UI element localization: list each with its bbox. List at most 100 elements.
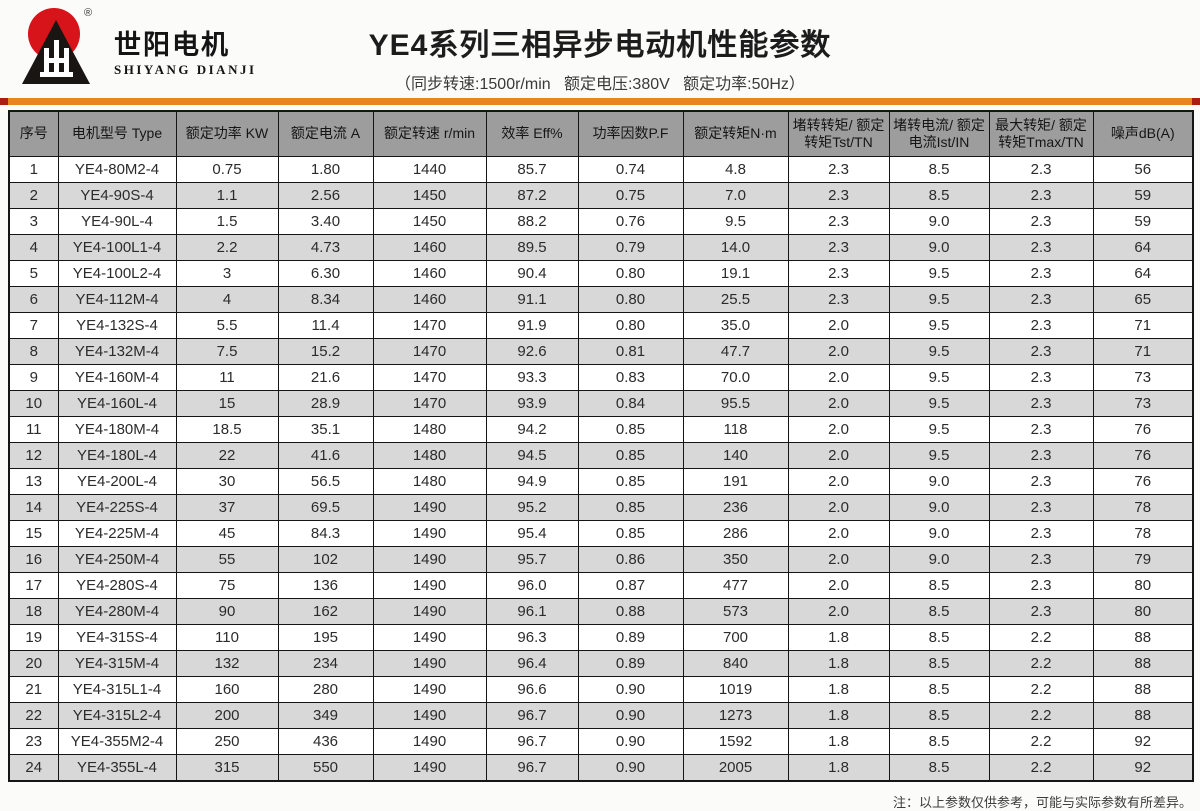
- table-cell: 2.0: [787, 364, 890, 391]
- table-cell: 22: [8, 702, 59, 729]
- table-cell: 477: [682, 572, 789, 599]
- table-cell: 6: [8, 286, 59, 313]
- table-cell: 3: [8, 208, 59, 235]
- table-cell: YE4-355M2-4: [57, 728, 177, 755]
- table-cell: 1490: [372, 650, 487, 677]
- table-cell: 2.3: [988, 260, 1094, 287]
- table-cell: 8: [8, 338, 59, 365]
- table-cell: 0.80: [577, 260, 684, 287]
- table-cell: 9.0: [888, 234, 990, 261]
- table-cell: YE4-160M-4: [57, 364, 177, 391]
- table-cell: 1.5: [175, 208, 279, 235]
- table-cell: YE4-315S-4: [57, 624, 177, 651]
- table-cell: 17: [8, 572, 59, 599]
- table-cell: 110: [175, 624, 279, 651]
- table-cell: 96.7: [485, 702, 579, 729]
- table-cell: 2.3: [988, 416, 1094, 443]
- column-header: 额定功率 KW: [175, 110, 279, 157]
- table-cell: 35.1: [277, 416, 374, 443]
- table-cell: 88: [1092, 702, 1194, 729]
- table-row: 9 YE4-160M-4 11 21.6 1470 93.3 0.83 70.0 2.0 9.5 2…: [8, 364, 1194, 391]
- table-body: 1 YE4-80M2-4 0.75 1.80 1440 85.7 0.74 4.8 2.3 8.5…: [8, 156, 1194, 782]
- table-cell: 76: [1092, 442, 1194, 469]
- table-cell: 4.73: [277, 234, 374, 261]
- table-cell: 1470: [372, 312, 487, 339]
- table-cell: 9.0: [888, 546, 990, 573]
- table-row: 8 YE4-132M-4 7.5 15.2 1470 92.6 0.81 47.7 2.0 9.5…: [8, 338, 1194, 365]
- table-cell: 88.2: [485, 208, 579, 235]
- table-cell: 64: [1092, 234, 1194, 261]
- table-cell: 76: [1092, 468, 1194, 495]
- table-cell: 2.3: [988, 364, 1094, 391]
- table-cell: 8.5: [888, 702, 990, 729]
- table-header: 序号 电机型号 Type 额定功率 KW 额定电流 A 额定转速 r/min 效率 Eff…: [8, 110, 1194, 157]
- table-cell: 9.0: [888, 468, 990, 495]
- table-cell: 8.5: [888, 182, 990, 209]
- table-cell: 2.3: [988, 182, 1094, 209]
- table-cell: 19.1: [682, 260, 789, 287]
- table-cell: 315: [175, 754, 279, 782]
- table-cell: 94.9: [485, 468, 579, 495]
- table-cell: 1480: [372, 442, 487, 469]
- table-cell: 25.5: [682, 286, 789, 313]
- table-cell: 2.2: [988, 754, 1094, 782]
- table-cell: 550: [277, 754, 374, 782]
- table-cell: 1450: [372, 182, 487, 209]
- table-cell: 73: [1092, 364, 1194, 391]
- table-cell: 65: [1092, 286, 1194, 313]
- table-cell: 94.5: [485, 442, 579, 469]
- table-cell: 18: [8, 598, 59, 625]
- table-cell: 0.75: [175, 156, 279, 183]
- table-cell: 118: [682, 416, 789, 443]
- table-cell: 2.56: [277, 182, 374, 209]
- table-cell: 2: [8, 182, 59, 209]
- table-cell: 14.0: [682, 234, 789, 261]
- table-cell: 8.5: [888, 156, 990, 183]
- table-cell: 1490: [372, 546, 487, 573]
- table-cell: 1.1: [175, 182, 279, 209]
- logo-name-en: SHIYANG DIANJI: [114, 62, 257, 77]
- table-cell: 162: [277, 598, 374, 625]
- table-cell: 70.0: [682, 364, 789, 391]
- table-cell: 88: [1092, 676, 1194, 703]
- column-header: 电机型号 Type: [57, 110, 177, 157]
- table-cell: 80: [1092, 572, 1194, 599]
- table-cell: 160: [175, 676, 279, 703]
- table-row: 12 YE4-180L-4 22 41.6 1480 94.5 0.85 140 2.0 9.5 2…: [8, 442, 1194, 469]
- table-cell: 7.0: [682, 182, 789, 209]
- table-cell: 35.0: [682, 312, 789, 339]
- table-cell: 1.8: [787, 754, 890, 782]
- table-cell: 9: [8, 364, 59, 391]
- table-cell: 2.3: [988, 312, 1094, 339]
- table-cell: 71: [1092, 312, 1194, 339]
- table-cell: 2.2: [988, 676, 1094, 703]
- table-cell: 2.3: [988, 572, 1094, 599]
- table-cell: 78: [1092, 520, 1194, 547]
- table-cell: YE4-112M-4: [57, 286, 177, 313]
- table-cell: 96.0: [485, 572, 579, 599]
- table-cell: 15: [8, 520, 59, 547]
- registered-mark: ®: [84, 7, 92, 19]
- table-cell: 9.5: [888, 442, 990, 469]
- table-cell: 88: [1092, 624, 1194, 651]
- table-cell: 95.2: [485, 494, 579, 521]
- table-cell: 16: [8, 546, 59, 573]
- table-row: 2 YE4-90S-4 1.1 2.56 1450 87.2 0.75 7.0 2.3 8.5 2.…: [8, 182, 1194, 209]
- table-cell: 0.83: [577, 364, 684, 391]
- table-cell: 14: [8, 494, 59, 521]
- table-cell: 9.5: [888, 286, 990, 313]
- table-cell: 11: [175, 364, 279, 391]
- table-cell: 95.7: [485, 546, 579, 573]
- table-cell: 9.5: [888, 312, 990, 339]
- table-cell: 9.0: [888, 208, 990, 235]
- table-cell: 132: [175, 650, 279, 677]
- table-cell: 96.7: [485, 728, 579, 755]
- page-title: YE4系列三相异步电动机性能参数: [368, 29, 832, 62]
- table-cell: 75: [175, 572, 279, 599]
- table-cell: 22: [175, 442, 279, 469]
- table-cell: YE4-225M-4: [57, 520, 177, 547]
- table-cell: 2.3: [787, 286, 890, 313]
- table-cell: 0.89: [577, 650, 684, 677]
- table-cell: 1490: [372, 728, 487, 755]
- table-cell: YE4-132M-4: [57, 338, 177, 365]
